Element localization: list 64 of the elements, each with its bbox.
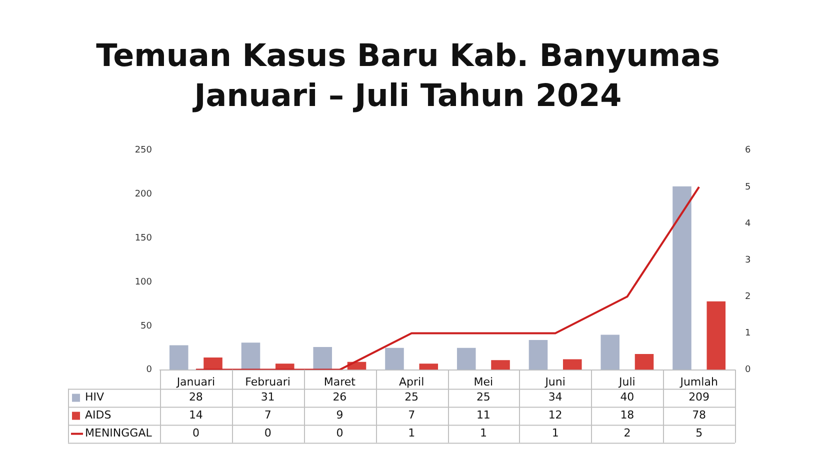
data-label: 7 [408,408,416,422]
bar [204,358,222,370]
data-label: 1 [552,426,559,440]
data-label: 0 [264,426,272,440]
data-label: 18 [620,408,634,422]
x-tick-label: Maret [324,375,356,388]
x-tick-label: Mei [474,375,494,388]
legend-label: AIDS [85,408,112,422]
bar [634,354,654,370]
y2-tick-label: 4 [745,218,751,229]
bar [419,364,438,370]
data-label: 34 [548,390,562,404]
data-label: 78 [692,408,706,422]
data-label: 40 [620,390,634,404]
x-tick-label: Februari [245,375,290,388]
bar [672,186,692,370]
bar [528,340,548,370]
bar [491,360,510,370]
x-tick-label: Juli [618,375,636,388]
legend-label: MENINGGAL [85,426,153,440]
chart-title: Temuan Kasus Baru Kab. Banyumas Januari – Juli Tahun 2024 [95,37,721,116]
data-label: 11 [476,408,490,422]
x-tick-label: April [398,375,424,388]
data-label: 1 [480,426,487,440]
bar [385,348,404,370]
data-label: 12 [548,408,562,422]
data-label: 2 [624,426,631,440]
data-label: 25 [404,390,419,404]
y2-tick-label: 0 [745,365,751,376]
data-label: 7 [264,408,272,422]
bar [562,359,582,370]
data-label: 1 [408,426,416,440]
y-tick-label: 0 [146,365,152,376]
y2-tick-label: 2 [745,292,751,302]
legend-label: HIV [85,390,105,404]
x-tick-label: Juni [544,375,566,388]
bar [313,346,332,370]
y2-tick-label: 5 [745,182,751,192]
y2-tick-label: 1 [745,328,751,339]
y2-tick-label: 6 [745,146,751,156]
x-tick-label: Januari [176,375,216,388]
bar [456,348,476,370]
data-label: 5 [696,426,703,440]
y-tick-label: 200 [134,190,152,200]
bar [169,345,188,370]
y-tick-label: 250 [134,146,152,156]
data-label: 26 [332,390,347,404]
bar [600,334,620,370]
data-label: 0 [336,426,344,440]
bar [706,301,726,370]
y-tick-label: 150 [134,234,152,244]
bar [241,342,260,370]
data-label: 28 [188,390,203,404]
bar [275,364,294,370]
data-label: 31 [260,390,275,404]
y-tick-label: 100 [134,277,152,288]
data-label: 25 [476,390,490,404]
y2-tick-label: 3 [745,255,751,266]
data-label: 209 [688,390,710,404]
x-tick-label: Jumlah [679,375,718,388]
y-tick-label: 50 [140,321,152,332]
data-label: 9 [336,408,344,422]
data-label: 14 [188,408,203,422]
data-label: 0 [192,426,200,440]
